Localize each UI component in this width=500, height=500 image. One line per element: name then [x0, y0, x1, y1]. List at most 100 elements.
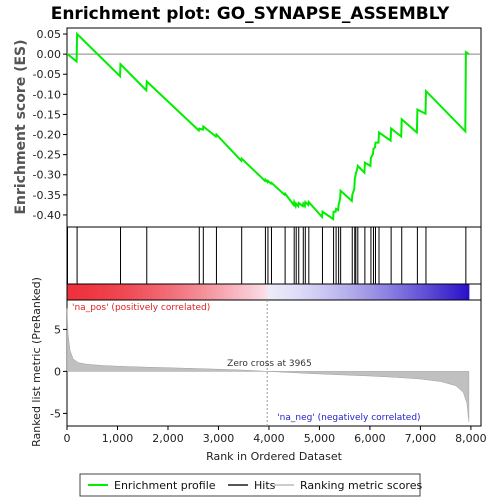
heat-segment: [119, 284, 123, 300]
enrichment-profile-line: [66, 31, 470, 221]
heat-segment: [297, 284, 301, 300]
heat-segment: [352, 284, 356, 300]
heat-segment: [244, 284, 249, 300]
heat-segment: [349, 284, 353, 300]
heat-segment: [69, 284, 74, 300]
heat-segment: [221, 284, 225, 300]
hits-marks: [67, 227, 467, 284]
heat-segment: [445, 284, 449, 300]
heat-segment: [384, 284, 388, 300]
heat-segment: [215, 284, 219, 300]
heat-segment: [416, 284, 420, 300]
heat-segment: [366, 284, 371, 300]
heat-segment: [294, 284, 298, 300]
heat-segment: [84, 284, 88, 300]
heat-segment: [381, 284, 385, 300]
legend-box: [79, 473, 421, 497]
heat-segment: [428, 284, 432, 300]
heat-segment: [267, 284, 272, 300]
metric-y-ticks: 5 0 -5: [50, 323, 67, 420]
heat-segment: [212, 284, 217, 300]
heat-segment: [439, 284, 444, 300]
es-y-tick-label: -0.35: [33, 189, 61, 202]
x-tick-label: 4,000: [253, 432, 285, 445]
heat-segment: [81, 284, 85, 300]
heat-segment: [463, 284, 467, 300]
x-tick-label: 2,000: [152, 432, 184, 445]
x-axis-label: Rank in Ordered Dataset: [206, 450, 343, 463]
es-y-tick-label: -0.25: [33, 149, 61, 162]
heat-segment: [93, 284, 97, 300]
heat-segment: [139, 284, 144, 300]
heat-segment: [334, 284, 339, 300]
heat-segment: [72, 284, 77, 300]
heat-segment: [148, 284, 152, 300]
heat-segment: [436, 284, 441, 300]
heat-segment: [317, 284, 321, 300]
heat-segment: [401, 284, 406, 300]
x-tick-label: 0: [64, 432, 71, 445]
heat-segment: [247, 284, 251, 300]
heat-segment: [195, 284, 199, 300]
es-panel: [66, 27, 482, 228]
heat-segment: [451, 284, 455, 300]
legend-hits-label: Hits: [254, 479, 276, 492]
heat-segment: [174, 284, 179, 300]
heat-segment: [227, 284, 231, 300]
x-axis-ticks: 0 1,000 2,000 3,000 4,000 5,000 6,000 7,000 8,00…: [64, 426, 487, 445]
hits-panel: [66, 226, 482, 285]
legend-metric-label: Ranking metric scores: [300, 479, 422, 492]
heat-segment: [454, 284, 458, 300]
heat-segment: [96, 284, 100, 300]
heat-segment: [125, 284, 129, 300]
heat-segment: [253, 284, 257, 300]
metric-panel: [66, 299, 482, 427]
es-y-tick-label: -0.15: [33, 108, 61, 121]
heat-segment: [332, 284, 336, 300]
heat-segment: [90, 284, 94, 300]
heat-segment: [337, 284, 342, 300]
heat-segment: [311, 284, 316, 300]
es-y-tick-label: -0.05: [33, 68, 61, 81]
heat-segment: [361, 284, 365, 300]
heat-segment: [431, 284, 435, 300]
x-tick-label: 3,000: [203, 432, 235, 445]
neg-annotation: 'na_neg' (negatively correlated): [277, 413, 420, 423]
heat-segment: [343, 284, 348, 300]
heat-segment: [442, 284, 447, 300]
heat-segment: [305, 284, 310, 300]
heat-segment: [241, 284, 246, 300]
pos-annotation: 'na_pos' (positively correlated): [72, 303, 210, 313]
heat-segment: [299, 284, 304, 300]
ranking-metric-area: [66, 308, 470, 422]
heat-segment: [340, 284, 345, 300]
heat-segment: [276, 284, 281, 300]
heat-segment: [99, 284, 103, 300]
heat-segment: [422, 284, 426, 300]
metric-y-tick-label: 0: [54, 365, 61, 378]
heat-segment: [128, 284, 132, 300]
heat-segment: [425, 284, 429, 300]
heat-segment: [154, 284, 158, 300]
heat-segment: [387, 284, 391, 300]
heat-segment: [166, 284, 170, 300]
heat-segment: [192, 284, 196, 300]
es-y-tick-label: 0.00: [37, 48, 62, 61]
heat-segment: [448, 284, 452, 300]
es-y-tick-label: -0.40: [33, 209, 61, 222]
heat-segment: [186, 284, 190, 300]
heat-segment: [364, 284, 368, 300]
heat-segment: [320, 284, 324, 300]
heat-segment: [104, 284, 109, 300]
heat-segment: [372, 284, 377, 300]
heat-segment: [329, 284, 333, 300]
heat-segment: [131, 284, 135, 300]
heat-segment: [180, 284, 184, 300]
heat-segment: [404, 284, 409, 300]
heat-segment: [116, 284, 120, 300]
es-y-tick-label: -0.30: [33, 169, 61, 182]
heat-segment: [183, 284, 187, 300]
heat-segment: [265, 284, 269, 300]
legend-enrichment-label: Enrichment profile: [114, 479, 216, 492]
